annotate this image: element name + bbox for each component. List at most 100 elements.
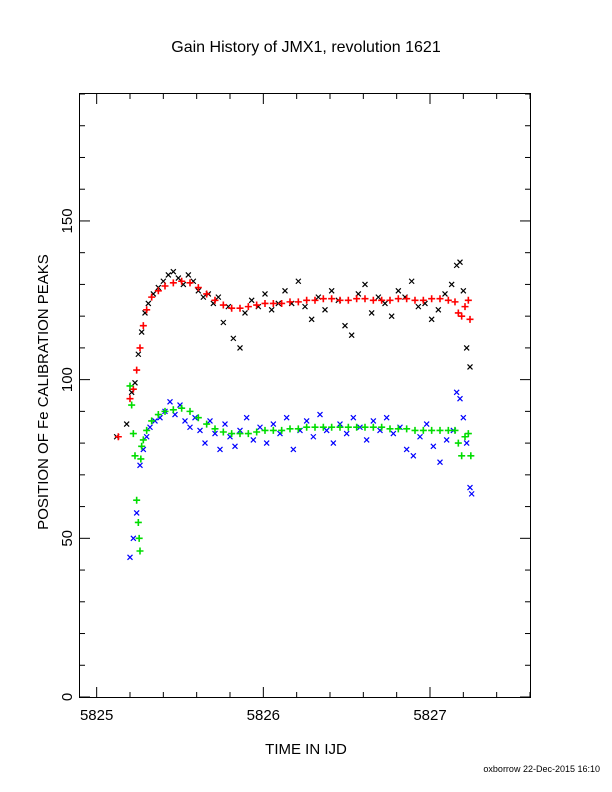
data-point	[262, 291, 268, 297]
data-point	[348, 332, 355, 339]
data-point	[317, 411, 323, 418]
data-point	[244, 303, 252, 311]
x-axis-label: TIME IN IJD	[265, 741, 347, 758]
x-tick-label: 5826	[247, 707, 280, 724]
data-point	[386, 296, 394, 304]
data-point	[390, 430, 397, 437]
data-point	[129, 385, 137, 393]
data-point	[165, 271, 172, 278]
data-point	[169, 406, 177, 414]
series-1	[114, 277, 474, 441]
data-point	[428, 316, 435, 323]
data-point	[182, 417, 188, 424]
data-point	[417, 433, 423, 440]
data-point	[343, 430, 350, 437]
data-point	[319, 423, 327, 431]
data-point	[444, 296, 452, 304]
data-point	[261, 426, 269, 434]
data-point	[310, 433, 317, 440]
data-point	[186, 279, 194, 287]
data-point	[408, 278, 415, 285]
data-point	[403, 295, 411, 303]
data-point	[126, 395, 134, 403]
data-point	[363, 437, 370, 443]
data-point	[139, 436, 147, 444]
data-point	[388, 313, 395, 320]
data-marks	[113, 259, 475, 561]
data-point	[257, 424, 263, 431]
data-point	[336, 296, 344, 304]
data-point	[135, 534, 143, 542]
data-point	[134, 518, 142, 526]
data-point	[311, 296, 319, 304]
data-point	[250, 437, 257, 443]
data-point	[443, 437, 450, 443]
axis-ticks	[80, 93, 531, 698]
data-point	[370, 417, 377, 424]
data-point	[170, 268, 177, 275]
data-point	[178, 277, 186, 285]
data-point	[161, 407, 169, 415]
data-point	[194, 284, 202, 292]
data-point	[133, 366, 141, 374]
data-point	[130, 535, 137, 542]
data-point	[437, 459, 443, 466]
data-point	[248, 297, 255, 304]
data-point	[442, 291, 448, 297]
data-point	[186, 407, 194, 415]
data-point	[428, 426, 436, 434]
data-point	[139, 322, 147, 330]
data-point	[322, 306, 328, 313]
data-point	[457, 395, 463, 402]
data-point	[137, 462, 143, 469]
data-point	[294, 425, 302, 433]
data-point	[323, 427, 330, 434]
data-point	[436, 295, 444, 303]
data-point	[263, 440, 270, 447]
data-point	[382, 300, 388, 307]
data-point	[203, 420, 211, 428]
data-point	[411, 426, 419, 434]
data-point	[463, 344, 470, 351]
data-point	[436, 426, 444, 434]
data-point	[244, 430, 252, 438]
data-point	[207, 417, 213, 424]
data-point	[423, 421, 430, 427]
data-point	[278, 426, 286, 434]
data-point	[403, 425, 411, 433]
data-point	[319, 295, 327, 303]
data-point	[466, 315, 474, 323]
data-point	[454, 309, 462, 317]
data-point	[403, 446, 410, 453]
data-point	[378, 296, 386, 304]
data-point	[286, 298, 294, 306]
data-point	[419, 296, 427, 304]
data-point	[203, 290, 211, 298]
data-point	[123, 421, 130, 427]
data-point	[114, 433, 122, 441]
data-point	[212, 430, 218, 437]
data-point	[269, 426, 277, 434]
series-2	[127, 389, 475, 561]
data-point	[464, 296, 472, 304]
data-point	[136, 547, 144, 555]
data-point	[383, 414, 390, 421]
data-point	[161, 282, 169, 290]
data-point	[126, 382, 134, 390]
data-point	[131, 452, 139, 460]
data-point	[278, 299, 286, 307]
data-point	[135, 351, 142, 358]
data-point	[128, 401, 136, 409]
data-point	[395, 287, 402, 294]
data-point	[253, 428, 261, 436]
data-point	[410, 452, 417, 459]
data-point	[129, 430, 137, 438]
data-point	[394, 295, 402, 303]
data-point	[303, 296, 311, 304]
footer-credit: oxborrow 22-Dec-2015 16:10	[483, 764, 600, 774]
data-point	[369, 296, 377, 304]
data-point	[375, 294, 382, 301]
data-point	[303, 423, 311, 431]
data-point	[178, 404, 186, 412]
